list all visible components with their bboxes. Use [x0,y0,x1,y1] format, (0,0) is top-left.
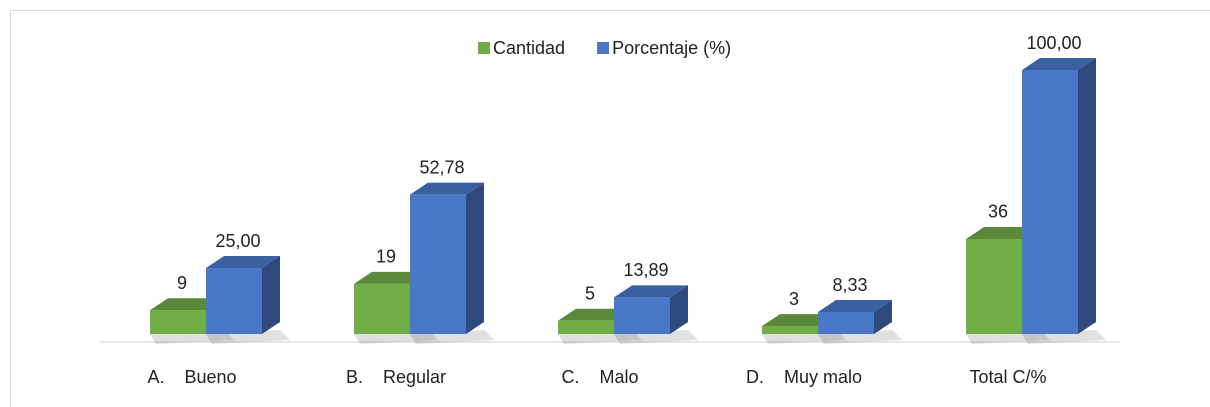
bar-front [150,310,206,334]
bar-top [206,256,280,268]
x-tick-label: B. Regular [346,367,446,387]
bar-front [966,238,1022,334]
bar [614,285,688,334]
bar-front [762,326,818,334]
bar-top [354,271,428,284]
data-label: 25,00 [215,231,260,251]
bar-side [670,285,688,334]
data-label: 52,78 [419,157,464,177]
bar-front [818,312,874,334]
legend-label: Cantidad [493,38,565,58]
bar-top [150,298,224,311]
data-label: 8,33 [832,275,867,295]
bar-front [206,268,262,334]
bar-top [762,314,836,327]
x-tick-label: D. Muy malo [746,367,862,387]
bar-side [262,256,280,334]
bar-front [354,283,410,334]
bar [1022,58,1096,334]
chart-border [10,10,1210,407]
data-label: 9 [177,273,187,293]
bar-front [1022,70,1078,334]
data-label: 100,00 [1026,33,1081,53]
bar-side [874,300,892,334]
data-label: 36 [988,202,1008,222]
data-label: 3 [789,289,799,309]
bar [558,308,632,334]
bar-top [1022,58,1096,70]
data-label: 13,89 [623,260,668,280]
bar-side [1078,58,1096,334]
bar-front [410,194,466,334]
data-label: 5 [585,284,595,304]
legend-swatch [597,42,610,54]
bar-side [466,182,484,334]
bar-front [558,320,614,334]
legend-swatch [478,42,490,54]
bar [150,298,224,334]
bar-top [410,182,484,195]
bar-front [614,297,670,334]
bar [818,300,892,334]
bar-top [966,226,1040,239]
bar-top [614,285,688,298]
bar [410,182,484,334]
x-tick-label: Total C/% [969,367,1046,387]
x-tick-label: A. Bueno [147,367,236,387]
data-label: 19 [376,247,396,267]
legend-label: Porcentaje (%) [612,38,731,58]
bar-top [818,300,892,313]
x-tick-label: C. Malo [561,367,638,387]
bar-top [558,308,632,321]
bar [206,256,280,334]
